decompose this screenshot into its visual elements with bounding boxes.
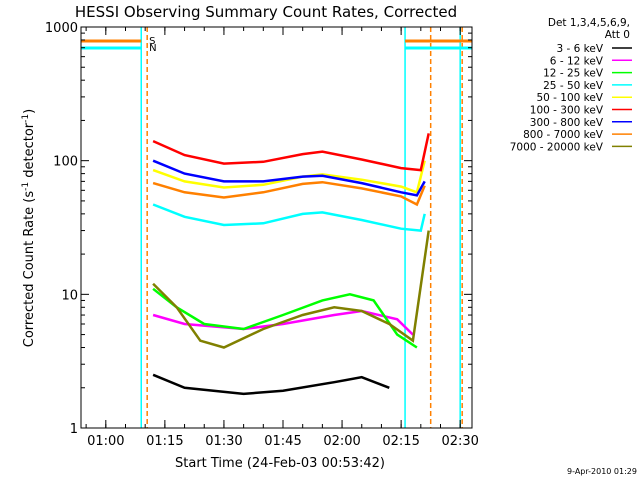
legend-entry: 50 - 100 keV bbox=[536, 92, 603, 104]
legend-entry: 3 - 6 keV bbox=[556, 43, 603, 55]
legend-header: Att 0 bbox=[605, 29, 630, 41]
y-tick-label: 1 bbox=[70, 422, 78, 437]
y-label-sup1: -1 bbox=[21, 182, 31, 191]
y-tick-label: 10 bbox=[61, 288, 78, 303]
flag-label: S bbox=[149, 36, 155, 47]
legend-entry: 300 - 800 keV bbox=[530, 117, 604, 129]
flag-label: N bbox=[149, 43, 156, 54]
legend-entry: 7000 - 20000 keV bbox=[510, 141, 604, 153]
series-line bbox=[152, 133, 430, 172]
y-label-sup2: -1 bbox=[21, 114, 31, 123]
x-tick-label: 02:15 bbox=[382, 434, 419, 449]
y-tick-label: 100 bbox=[53, 155, 78, 170]
y-tick-label: 1000 bbox=[45, 21, 78, 36]
footer-timestamp: 9-Apr-2010 01:29 bbox=[567, 467, 637, 476]
series-line bbox=[152, 159, 426, 197]
y-label-part2: detector bbox=[22, 122, 37, 182]
x-tick-label: 01:15 bbox=[146, 434, 183, 449]
x-tick-label: 02:00 bbox=[323, 434, 360, 449]
x-tick-label: 02:30 bbox=[441, 434, 478, 449]
x-tick-label: 01:00 bbox=[87, 434, 124, 449]
y-label-part1: Corrected Count Rate (s bbox=[22, 191, 37, 348]
legend-entry: 12 - 25 keV bbox=[543, 68, 604, 80]
series-line bbox=[152, 373, 390, 396]
x-axis-label: Start Time (24-Feb-03 00:53:42) bbox=[175, 456, 385, 471]
series-line bbox=[152, 180, 426, 207]
series-line bbox=[152, 309, 414, 336]
plot-frame bbox=[80, 26, 473, 429]
legend-entry: 800 - 7000 keV bbox=[523, 129, 604, 141]
x-tick-label: 01:45 bbox=[264, 434, 301, 449]
series-line bbox=[152, 230, 430, 349]
legend-entry: 25 - 50 keV bbox=[543, 80, 604, 92]
x-tick-label: 01:30 bbox=[205, 434, 242, 449]
y-axis-label: Corrected Count Rate (s-1 detector-1) bbox=[21, 109, 37, 347]
legend-entry: 6 - 12 keV bbox=[550, 55, 604, 67]
legend-header: Det 1,3,4,5,6,9, bbox=[548, 17, 630, 29]
chart-title: HESSI Observing Summary Count Rates, Cor… bbox=[75, 3, 457, 21]
series-line bbox=[152, 203, 426, 232]
y-label-part3: ) bbox=[22, 109, 37, 114]
legend-entry: 100 - 300 keV bbox=[530, 105, 604, 117]
series-line bbox=[152, 287, 418, 349]
